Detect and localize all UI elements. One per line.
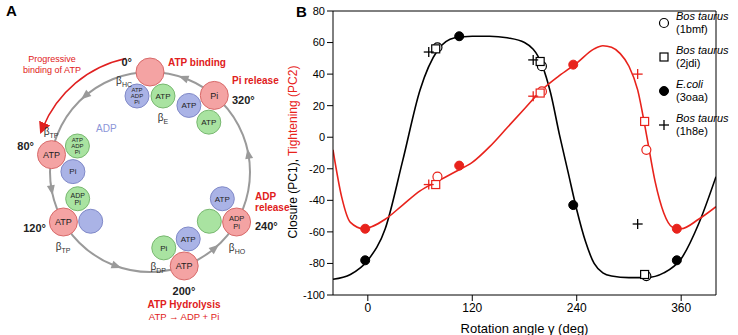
svg-text:ATP: ATP [201,118,216,127]
svg-text:Progressive: Progressive [28,54,76,64]
svg-text:ATP Hydrolysis: ATP Hydrolysis [148,299,221,310]
svg-text:120: 120 [462,301,482,315]
html-text:Bos taurus: Bos taurus [676,44,729,56]
svg-text:ATP: ATP [215,195,230,204]
svg-text:ATP → ADP + Pi: ATP → ADP + Pi [149,311,220,322]
svg-text:βTP: βTP [56,241,71,254]
svg-text:βE: βE [158,112,169,125]
svg-text:ATP: ATP [43,150,60,160]
svg-text:βHO: βHO [229,242,246,255]
svg-text:-60: -60 [309,226,325,238]
html-text:(3oaa): (3oaa) [676,91,708,103]
svg-text:ATP binding: ATP binding [168,57,226,68]
svg-text:20: 20 [313,100,325,112]
svg-text:βHC: βHC [116,75,132,88]
svg-text:ATP: ATP [176,261,193,271]
svg-text:80: 80 [313,5,325,17]
svg-text:ATP: ATP [72,137,83,143]
svg-text:240: 240 [567,301,587,315]
svg-text:240°: 240° [255,220,278,232]
svg-text:binding of ATP: binding of ATP [23,65,81,75]
svg-text:ATP: ATP [131,87,142,93]
svg-text:ADP: ADP [131,93,143,99]
html-text:Bos taurus: Bos taurus [676,112,729,124]
svg-text:Pi: Pi [160,244,167,253]
svg-text:320°: 320° [232,94,255,106]
svg-text:ATP: ATP [181,101,196,110]
html-text:(2jdi): (2jdi) [676,57,701,69]
svg-text:120°: 120° [23,222,46,234]
svg-text:-20: -20 [309,163,325,175]
svg-text:360: 360 [671,301,691,315]
svg-text:Closure (PC1), Tightening (PC2: Closure (PC1), Tightening (PC2) [286,66,300,239]
svg-text:ADP: ADP [228,213,245,223]
svg-text:-100: -100 [303,289,325,301]
svg-text:Pi: Pi [69,167,76,176]
svg-text:βDP: βDP [151,261,167,274]
svg-text:ADP: ADP [70,192,85,199]
svg-text:Pi: Pi [75,149,80,155]
html-text:(1h8e): (1h8e) [676,125,708,137]
svg-text:Pi: Pi [233,222,240,231]
svg-text:60: 60 [313,36,325,48]
svg-text:ADP: ADP [255,191,276,202]
svg-text:80°: 80° [17,140,34,152]
svg-text:-40: -40 [309,194,325,206]
svg-text:ADP: ADP [96,123,117,134]
svg-text:0°: 0° [121,56,132,68]
svg-text:Rotation angle γ (deg): Rotation angle γ (deg) [461,321,589,335]
svg-text:Pi: Pi [210,91,218,101]
svg-text:40: 40 [313,68,325,80]
svg-text:Pi: Pi [134,99,139,105]
svg-text:ATP: ATP [156,92,171,101]
svg-text:0: 0 [364,301,371,315]
html-text:Bos taurus: Bos taurus [676,10,729,22]
html-text:E.coli: E.coli [676,78,703,90]
svg-text:ATP: ATP [181,235,196,244]
svg-text:A: A [6,2,17,19]
svg-text:ATP: ATP [55,217,72,227]
svg-text:0: 0 [319,131,325,143]
svg-text:release: release [255,202,290,213]
svg-text:-80: -80 [309,257,325,269]
svg-text:Pi: Pi [75,199,82,206]
svg-text:ADP: ADP [71,143,83,149]
html-text:(1bmf): (1bmf) [676,23,708,35]
svg-text:βTP: βTP [44,126,59,139]
svg-text:Pi release: Pi release [232,75,279,86]
svg-text:B: B [296,3,307,20]
svg-text:200°: 200° [173,285,196,297]
